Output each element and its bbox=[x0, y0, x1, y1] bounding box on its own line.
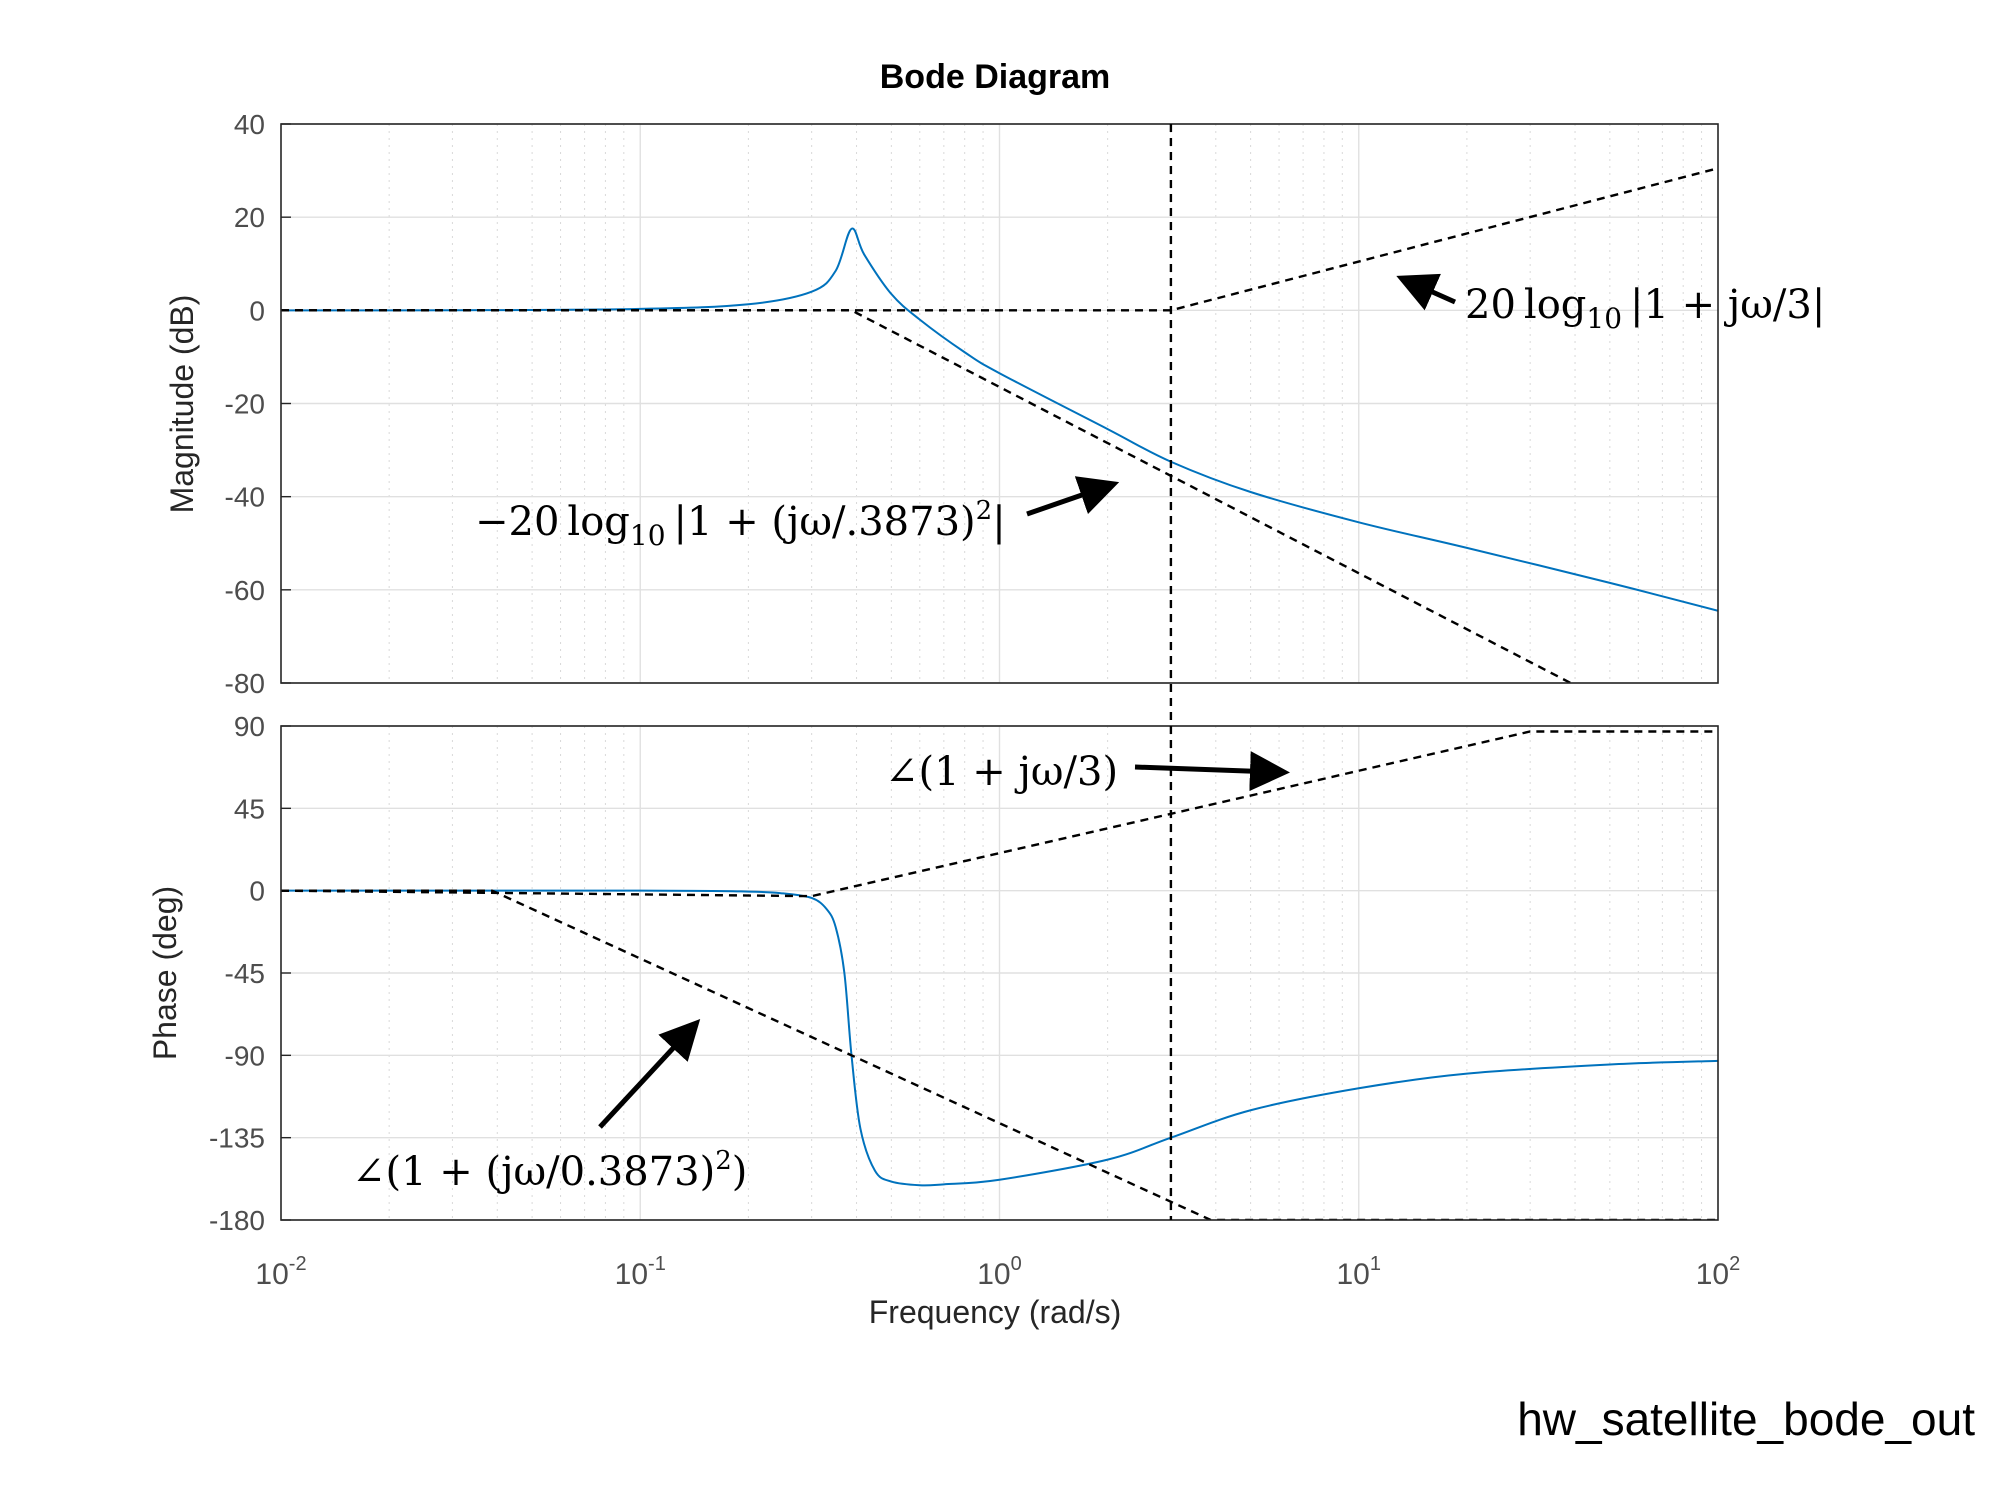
x-tick-label: 101 bbox=[1337, 1253, 1382, 1291]
chart-title: Bode Diagram bbox=[880, 58, 1111, 96]
response-curve bbox=[281, 889, 1718, 1187]
y-tick-label: 20 bbox=[234, 202, 265, 233]
y-tick-label: -135 bbox=[209, 1123, 265, 1154]
phase-panel: 90 45 0 -45 -90 -135 -180 bbox=[209, 711, 1719, 1236]
phase-y-axis-label: Phase (deg) bbox=[147, 886, 183, 1060]
y-tick-label: -90 bbox=[225, 1040, 265, 1071]
annotation-arrows bbox=[598, 273, 1457, 1129]
phase-y-ticks: 90 45 0 -45 -90 -135 -180 bbox=[209, 711, 291, 1236]
y-tick-label: -20 bbox=[225, 389, 265, 420]
magnitude-panel: 40 20 0 -20 -40 -60 -80 bbox=[225, 109, 1719, 699]
y-tick-label: -60 bbox=[225, 575, 265, 606]
y-tick-label: 0 bbox=[249, 876, 265, 907]
annotation-phase-pole: ∠(1 + (jω/0.3873)2) bbox=[352, 1146, 747, 1195]
y-tick-label: 45 bbox=[234, 793, 265, 824]
arrow-mag-zero bbox=[1396, 273, 1457, 311]
x-tick-label: 10-2 bbox=[255, 1253, 306, 1291]
y-tick-label: -80 bbox=[225, 668, 265, 699]
arrow-mag-pole bbox=[1026, 476, 1120, 517]
magnitude-y-ticks: 40 20 0 -20 -40 -60 -80 bbox=[225, 109, 291, 699]
arrow-phase-zero bbox=[1134, 751, 1290, 792]
y-tick-label: 40 bbox=[234, 109, 265, 140]
magnitude-y-axis-label: Magnitude (dB) bbox=[164, 295, 200, 514]
annotation-mag-zero: 20 log10 |1 + jω/3| bbox=[1465, 282, 1825, 335]
x-tick-label: 10-1 bbox=[615, 1253, 666, 1291]
x-tick-labels: 10-2 10-1 100 101 102 bbox=[255, 1253, 1740, 1291]
y-tick-label: -40 bbox=[225, 482, 265, 513]
y-tick-label: -180 bbox=[209, 1205, 265, 1236]
arrow-phase-pole bbox=[598, 1019, 701, 1129]
phase-axes-box bbox=[280, 725, 1719, 1221]
y-tick-label: 90 bbox=[234, 711, 265, 742]
x-tick-label: 100 bbox=[977, 1253, 1022, 1291]
magnitude-axes-box bbox=[280, 123, 1719, 684]
magnitude-grid bbox=[281, 123, 1718, 684]
x-tick-label: 102 bbox=[1696, 1253, 1741, 1291]
annotation-phase-zero: ∠(1 + jω/3) bbox=[885, 749, 1118, 795]
phase-grid bbox=[281, 725, 1718, 1221]
x-axis-label: Frequency (rad/s) bbox=[869, 1294, 1122, 1330]
y-tick-label: -45 bbox=[225, 958, 265, 989]
figure-filename-caption: hw_satellite_bode_out bbox=[1517, 1393, 1975, 1445]
response-curve bbox=[281, 227, 1718, 612]
annotation-mag-pole: −20 log10 |1 + (jω/.3873)2| bbox=[475, 496, 1006, 552]
asymptote-1 bbox=[281, 309, 1574, 683]
y-tick-label: 0 bbox=[249, 295, 265, 326]
